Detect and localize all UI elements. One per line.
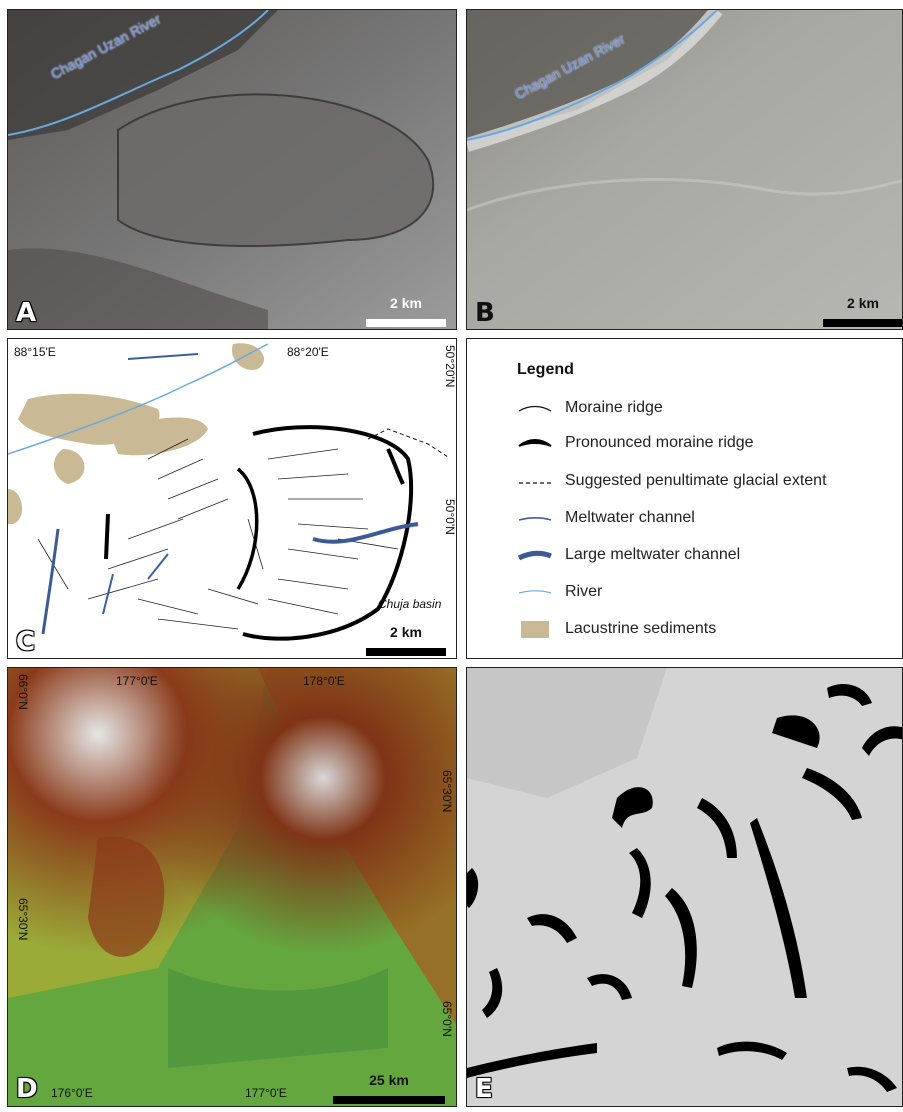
legend-item-penultimate-extent: Suggested penultimate glacial extent bbox=[517, 470, 827, 492]
lat-label-2: 50°0'N bbox=[443, 499, 457, 535]
elevation-model bbox=[8, 668, 456, 1106]
dashed-line-icon bbox=[517, 470, 553, 492]
panel-label: A bbox=[16, 298, 37, 328]
scale-bar: 2 km bbox=[366, 624, 446, 656]
legend-item-pronounced-moraine: Pronounced moraine ridge bbox=[517, 432, 754, 454]
river-icon bbox=[517, 581, 553, 603]
scale-label: 2 km bbox=[390, 624, 422, 640]
scale-bar-fill bbox=[823, 319, 902, 327]
scale-bar-fill bbox=[366, 319, 446, 327]
lat-label-right-2: 65°0'N bbox=[440, 1001, 454, 1037]
lon-label-top-2: 178°0'E bbox=[303, 674, 345, 688]
scale-bar: 25 km bbox=[333, 1072, 445, 1104]
lon-label-1: 88°15'E bbox=[14, 345, 56, 359]
basin-label: Chuja basin bbox=[378, 597, 442, 611]
scale-bar-fill bbox=[366, 648, 446, 656]
panel-e-ridge-map: E bbox=[466, 667, 903, 1107]
scale-label: 2 km bbox=[847, 295, 879, 311]
lon-label-bot-1: 176°0'E bbox=[51, 1086, 93, 1100]
lat-label-left-2: 65°30'N bbox=[16, 898, 30, 941]
legend-item-moraine-ridge: Moraine ridge bbox=[517, 397, 663, 419]
panel-a-hillshade: Chagan Uzan River A 2 km bbox=[7, 9, 457, 330]
legend-item-label: Meltwater channel bbox=[565, 509, 695, 526]
lon-label-2: 88°20'E bbox=[287, 345, 329, 359]
scale-bar: 2 km bbox=[366, 295, 446, 327]
legend-item-label: Suggested penultimate glacial extent bbox=[565, 472, 827, 489]
lat-label-1: 50°20'N bbox=[443, 345, 457, 388]
scale-label: 2 km bbox=[390, 295, 422, 311]
legend-item-large-meltwater: Large meltwater channel bbox=[517, 544, 740, 566]
geomorph-map bbox=[8, 343, 449, 641]
panel-label: B bbox=[475, 298, 495, 328]
legend-item-meltwater-channel: Meltwater channel bbox=[517, 507, 695, 529]
legend-item-river: River bbox=[517, 581, 602, 603]
legend-item-label: Large meltwater channel bbox=[565, 546, 741, 563]
legend-item-label: Lacustrine sediments bbox=[565, 620, 717, 637]
moraine-ridge-map bbox=[467, 668, 902, 1106]
panel-c-geomorph-map: 88°15'E 88°20'E 50°20'N 50°0'N Chuja bas… bbox=[7, 338, 457, 659]
pronounced-moraine-icon bbox=[517, 432, 553, 454]
legend-box: Legend Moraine ridge Pronounced moraine … bbox=[466, 338, 903, 659]
panel-d-dem: 177°0'E 178°0'E 176°0'E 177°0'E 66°0'N 6… bbox=[7, 667, 457, 1107]
satellite-image bbox=[467, 10, 902, 329]
lat-label-right-1: 65°30'N bbox=[440, 770, 454, 813]
legend-item-label: Pronounced moraine ridge bbox=[565, 434, 754, 451]
legend-item-label: River bbox=[565, 583, 603, 600]
lacustrine-swatch-icon bbox=[517, 618, 553, 640]
panel-label: D bbox=[16, 1074, 38, 1104]
legend-title: Legend bbox=[517, 361, 574, 378]
lat-label-left-1: 66°0'N bbox=[16, 674, 30, 710]
large-meltwater-icon bbox=[517, 544, 553, 566]
panel-label: C bbox=[16, 627, 36, 657]
hillshade-image bbox=[8, 10, 456, 329]
lon-label-top-1: 177°0'E bbox=[116, 674, 158, 688]
panel-b-satellite: Chagan Uzan River B 2 km bbox=[466, 9, 903, 330]
legend-item-lacustrine: Lacustrine sediments bbox=[517, 618, 716, 640]
scale-label: 25 km bbox=[369, 1072, 409, 1088]
scale-bar: 2 km bbox=[823, 295, 902, 327]
lon-label-bot-2: 177°0'E bbox=[245, 1086, 287, 1100]
moraine-ridge-icon bbox=[517, 397, 553, 419]
meltwater-channel-icon bbox=[517, 507, 553, 529]
legend-item-label: Moraine ridge bbox=[565, 399, 663, 416]
scale-bar-fill bbox=[333, 1096, 445, 1104]
panel-label: E bbox=[475, 1074, 493, 1104]
